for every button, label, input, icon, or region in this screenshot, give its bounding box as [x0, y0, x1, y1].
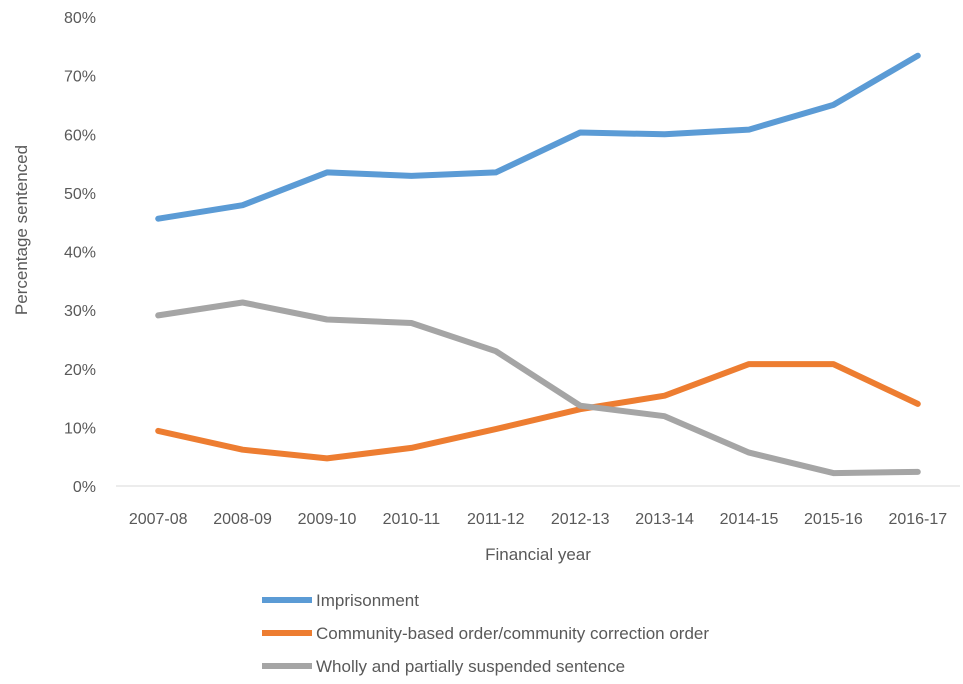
- x-tick-label: 2010-11: [383, 511, 441, 528]
- y-tick-label: 0%: [73, 479, 96, 496]
- y-tick-label: 70%: [64, 69, 96, 86]
- legend: Imprisonment Community-based order/commun…: [262, 591, 709, 676]
- x-tick-label: 2014-15: [720, 511, 779, 528]
- x-tick-label: 2012-13: [551, 511, 610, 528]
- y-tick-label: 60%: [64, 127, 96, 144]
- legend-label: Community-based order/community correcti…: [316, 624, 709, 643]
- y-tick-label: 10%: [64, 420, 96, 437]
- series-layer: [155, 52, 921, 477]
- series-line-2: [155, 361, 921, 462]
- series-line-3: [155, 299, 921, 477]
- x-tick-label: 2015-16: [804, 511, 863, 528]
- y-tick-label: 30%: [64, 303, 96, 320]
- x-tick-label: 2009-10: [298, 511, 357, 528]
- y-tick-label: 80%: [64, 10, 96, 27]
- x-tick-label: 2007-08: [129, 511, 188, 528]
- x-tick-label: 2011-12: [467, 511, 525, 528]
- y-axis-title: Percentage sentenced: [12, 145, 31, 315]
- axis-layer: 0% 10% 20% 30% 40% 50% 60% 70% 80% 2007-08 2008-09…: [64, 10, 960, 528]
- x-tick-label: 2016-17: [888, 511, 947, 528]
- y-tick-label: 20%: [64, 362, 96, 379]
- x-axis-title: Financial year: [485, 545, 591, 564]
- x-tick-label: 2013-14: [635, 511, 694, 528]
- series-line-1: [155, 52, 921, 222]
- legend-label: Wholly and partially suspended sentence: [316, 657, 625, 676]
- x-tick-label: 2008-09: [213, 511, 272, 528]
- legend-label: Imprisonment: [316, 591, 419, 610]
- y-tick-label: 50%: [64, 186, 96, 203]
- y-tick-label: 40%: [64, 245, 96, 262]
